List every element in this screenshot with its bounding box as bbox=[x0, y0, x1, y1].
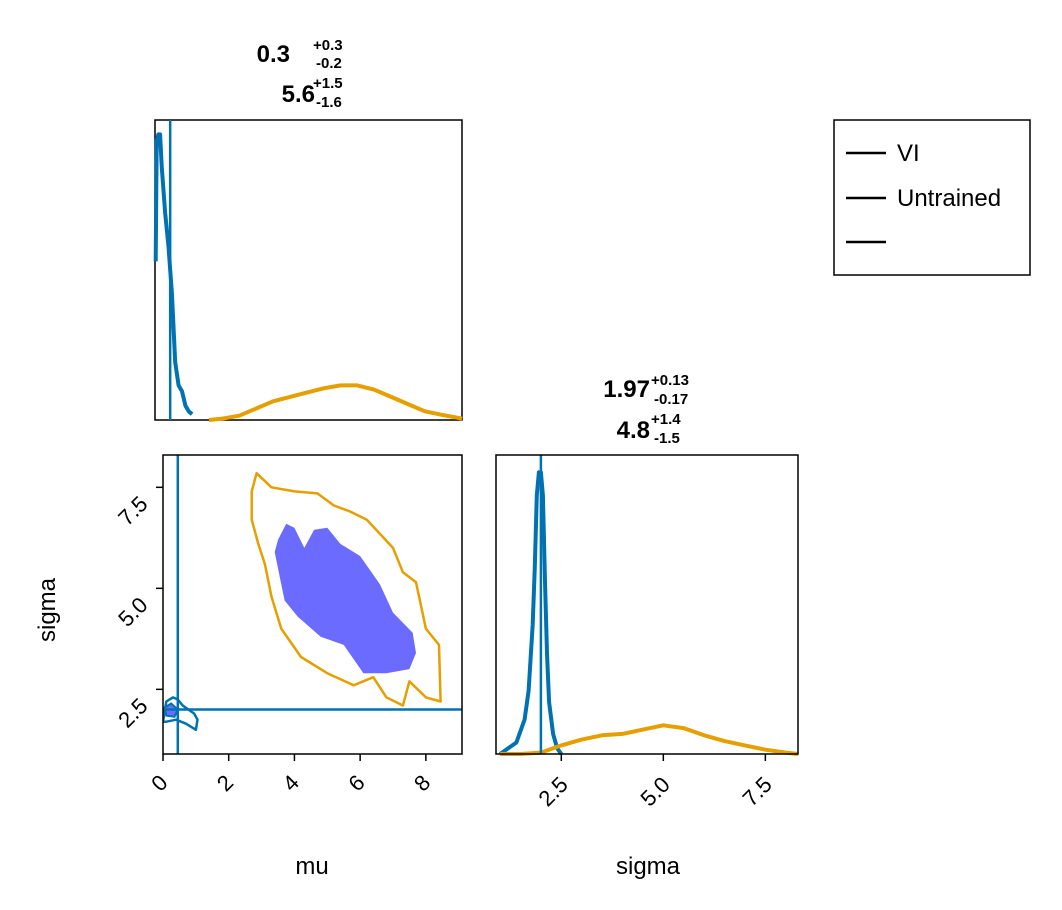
sigma-summary-vi-minus: -0.17 bbox=[654, 391, 688, 408]
mu-summary-vi: 0.3 bbox=[257, 41, 290, 68]
sigma-marginal-frame bbox=[495, 454, 799, 755]
sigma-x-tick-label: 7.5 bbox=[738, 772, 777, 811]
sigma-x-axis-label: sigma bbox=[616, 853, 681, 880]
joint-untrained-filled-region bbox=[274, 523, 416, 674]
mu-marginal-frame bbox=[154, 119, 463, 421]
joint-y-tick-label: 7.5 bbox=[113, 491, 152, 530]
sigma-density-vi bbox=[498, 470, 563, 756]
mu-density-untrained bbox=[208, 383, 463, 422]
sigma-summary-untrained-plus: +1.4 bbox=[651, 411, 681, 428]
sigma-marginal-curves bbox=[498, 470, 799, 756]
joint-y-tick-label: 5.0 bbox=[113, 592, 152, 631]
mu-summary-vi-plus: +0.3 bbox=[313, 37, 343, 54]
joint-x-axis-label: mu bbox=[295, 853, 328, 880]
sigma-density-untrained bbox=[500, 723, 799, 756]
sigma-summary-untrained: 4.8 bbox=[617, 417, 650, 444]
sigma-x-ticks: 2.5 5.0 7.5 bbox=[534, 754, 777, 811]
joint-y-tick-label: 2.5 bbox=[113, 693, 152, 732]
mu-summary-untrained-minus: -1.6 bbox=[316, 94, 342, 111]
joint-regions bbox=[163, 471, 442, 732]
mu-density-vi bbox=[153, 132, 194, 416]
legend-label-vi: VI bbox=[897, 140, 920, 167]
sigma-summary-untrained-minus: -1.5 bbox=[654, 430, 680, 447]
mu-summary-vi-minus: -0.2 bbox=[316, 55, 342, 72]
joint-x-tick-label: 4 bbox=[278, 770, 304, 796]
joint-x-tick-label: 2 bbox=[212, 770, 238, 796]
legend: VI Untrained bbox=[833, 119, 1031, 276]
joint-x-tick-label: 8 bbox=[409, 770, 435, 796]
joint-vi-contour bbox=[163, 696, 199, 732]
sigma-x-tick-label: 2.5 bbox=[534, 772, 573, 811]
mu-marginal-curves bbox=[153, 132, 463, 422]
mu-marginal-panel: 0.3 +0.3 -0.2 5.6 +1.5 -1.6 bbox=[153, 37, 463, 422]
joint-untrained-contour bbox=[250, 471, 442, 707]
mu-summary-untrained-plus: +1.5 bbox=[313, 75, 343, 92]
sigma-summary-vi-plus: +0.13 bbox=[651, 372, 689, 389]
joint-x-tick-label: 6 bbox=[343, 770, 369, 796]
mu-summary-untrained: 5.6 bbox=[282, 81, 315, 108]
sigma-marginal-panel: 2.5 5.0 7.5 sigma 1.97 +0.13 -0.17 4.8 +1.… bbox=[495, 372, 799, 880]
joint-x-tick-label: 0 bbox=[146, 770, 172, 796]
sigma-summary-vi: 1.97 bbox=[603, 376, 650, 403]
joint-y-ticks: 2.5 5.0 7.5 bbox=[113, 486, 163, 733]
joint-y-axis-label: sigma bbox=[34, 577, 61, 642]
sigma-x-tick-label: 5.0 bbox=[636, 772, 675, 811]
joint-frame bbox=[162, 454, 463, 755]
joint-x-ticks: 0 2 4 6 8 bbox=[146, 754, 435, 796]
joint-panel: 0 2 4 6 8 2.5 5.0 7.5 mu sigma bbox=[34, 454, 463, 880]
legend-label-untrained: Untrained bbox=[897, 185, 1001, 212]
